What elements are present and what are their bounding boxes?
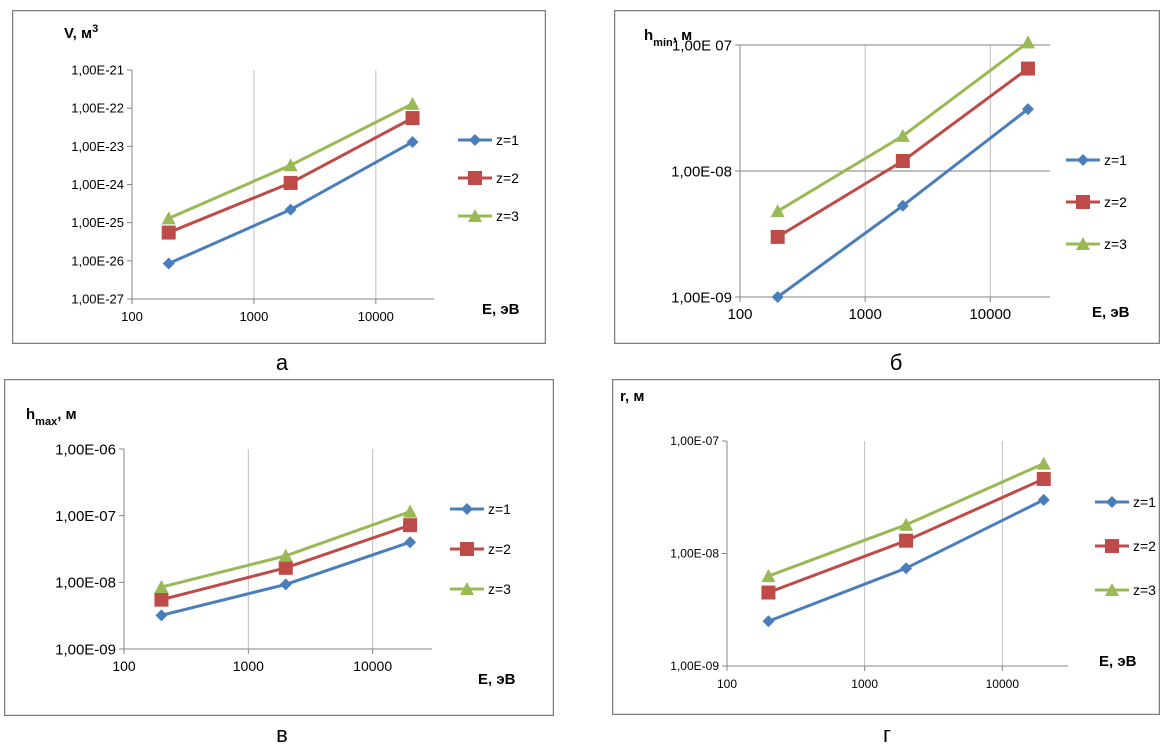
- caption-v: в: [262, 722, 302, 748]
- data-point-z=2: [1037, 472, 1051, 486]
- y-tick-label: 1,00E-08: [670, 547, 719, 561]
- x-tick-label: 10000: [353, 658, 392, 674]
- legend-label-z=1: z=1: [1133, 494, 1156, 510]
- data-point-z=2: [403, 518, 417, 532]
- legend-label-z=2: z=2: [1104, 194, 1127, 210]
- y-tick-label: 1,00E-09: [55, 641, 116, 658]
- legend-label-z=1: z=1: [488, 501, 511, 517]
- x-axis-label: E, эВ: [482, 301, 520, 318]
- caption-b: б: [876, 350, 916, 376]
- data-point-z=2: [761, 586, 775, 600]
- y-tick-label: 1,00E-07: [670, 434, 719, 448]
- x-tick-label: 1000: [848, 306, 881, 323]
- x-tick-label: 10000: [986, 677, 1020, 691]
- y-tick-label: 1,00E-22: [71, 101, 124, 116]
- x-tick-label: 100: [121, 309, 143, 324]
- data-point-z=2: [771, 230, 785, 244]
- legend-label-z=2: z=2: [1133, 538, 1156, 554]
- y-tick-label: 1,00E-25: [71, 215, 124, 230]
- y-tick-label: 1,00E-26: [71, 253, 124, 268]
- chart-svg: 1,00E-27 1,00E-26 1,00E-25 1,00E-24 1,00E-23…: [12, 10, 546, 344]
- legend-label-z=3: z=3: [1104, 236, 1127, 252]
- data-point-z=2: [899, 534, 913, 548]
- legend-marker-z=2: [468, 171, 482, 185]
- legend-marker-z=2: [1105, 539, 1119, 553]
- y-axis-label: r, м: [620, 388, 644, 405]
- y-tick-label: 1,00E-07: [55, 508, 116, 525]
- data-point-z=2: [1021, 62, 1035, 76]
- chart-panel-v: 1,00E-09 1,00E-08 1,00E-07 1,00E-06 100 1000 1…: [4, 379, 554, 716]
- data-point-z=2: [896, 154, 910, 168]
- x-axis-label: E, эВ: [1099, 653, 1137, 670]
- x-tick-label: 10000: [358, 309, 394, 324]
- y-tick-label: 1,00E-08: [671, 163, 732, 180]
- y-tick-label: 1,00E-09: [671, 289, 732, 306]
- chart-panel-b: 1,00E-09 1,00E-08 1,00E 07 100 1000 10000 hmin…: [614, 10, 1160, 344]
- chart-panel-a: 1,00E-27 1,00E-26 1,00E-25 1,00E-24 1,00E-23…: [12, 10, 546, 344]
- x-axis-label: E, эВ: [478, 671, 516, 688]
- y-tick-label: 1,00E-24: [71, 177, 124, 192]
- data-point-z=2: [284, 176, 298, 190]
- legend-label-z=2: z=2: [496, 170, 519, 186]
- x-axis-label: E, эВ: [1092, 304, 1130, 321]
- x-tick-label: 100: [727, 306, 752, 323]
- chart-svg: 1,00E-09 1,00E-08 1,00E-07 100 1000 10000 r, м…: [612, 379, 1160, 715]
- data-point-z=2: [162, 226, 176, 240]
- chart-svg: 1,00E-09 1,00E-08 1,00E 07 100 1000 10000 hmin…: [614, 10, 1160, 344]
- chart-svg: 1,00E-09 1,00E-08 1,00E-07 1,00E-06 100 1000 1…: [4, 379, 554, 716]
- chart-panel-g: 1,00E-09 1,00E-08 1,00E-07 100 1000 10000 r, м…: [612, 379, 1160, 715]
- data-point-z=2: [154, 593, 168, 607]
- y-tick-label: 1,00E-06: [55, 441, 116, 458]
- data-point-z=2: [279, 561, 293, 575]
- caption-a: а: [262, 350, 302, 376]
- x-tick-label: 1000: [851, 677, 878, 691]
- x-tick-label: 10000: [969, 306, 1011, 323]
- x-tick-label: 1000: [233, 658, 264, 674]
- legend-label-z=1: z=1: [496, 132, 519, 148]
- x-tick-label: 1000: [239, 309, 268, 324]
- legend-label-z=2: z=2: [488, 541, 511, 557]
- legend-label-z=3: z=3: [488, 581, 511, 597]
- caption-g: г: [867, 722, 907, 748]
- legend-marker-z=2: [460, 542, 474, 556]
- legend-label-z=3: z=3: [1133, 582, 1156, 598]
- y-tick-label: 1,00E-08: [55, 575, 116, 592]
- legend-marker-z=2: [1076, 195, 1090, 209]
- legend-label-z=3: z=3: [496, 208, 519, 224]
- y-tick-label: 1,00E-27: [71, 292, 124, 307]
- x-tick-label: 100: [112, 658, 136, 674]
- y-tick-label: 1,00E-09: [670, 659, 719, 673]
- data-point-z=2: [406, 111, 420, 125]
- x-tick-label: 100: [717, 677, 737, 691]
- y-tick-label: 1,00E-21: [71, 63, 124, 78]
- y-tick-label: 1,00E-23: [71, 139, 124, 154]
- legend-label-z=1: z=1: [1104, 152, 1127, 168]
